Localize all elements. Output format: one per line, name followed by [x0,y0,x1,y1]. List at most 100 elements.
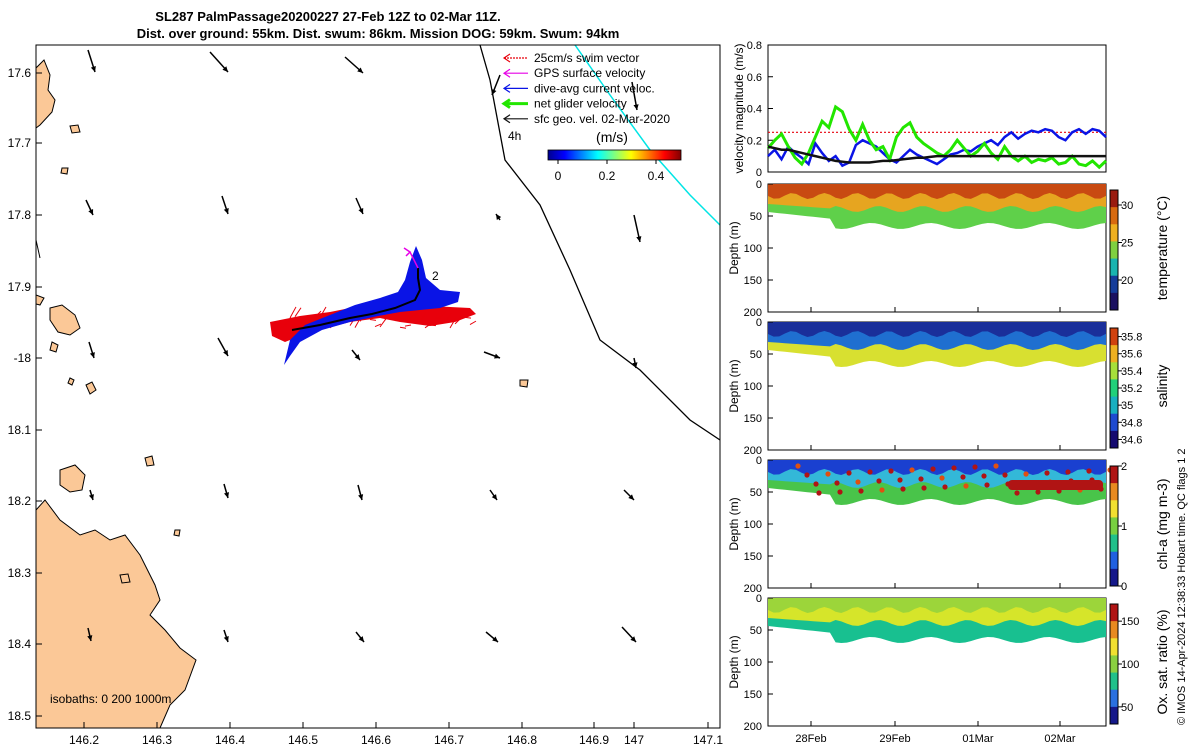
velocity-series-dive-avg [767,127,1107,168]
map-lat-tick-label: 17.7 [8,136,32,150]
section-ytick-label: 200 [744,445,762,457]
date-tick-label: 01Mar [962,733,994,745]
chl-spot [867,469,873,475]
swim-vector [279,325,287,329]
section-ylabel: Depth (m) [727,359,741,412]
section-ytick-label: 200 [744,307,762,319]
date-tick-label: 28Feb [795,733,826,745]
chl-spot [951,465,957,471]
map-lon-tick-label: 146.5 [288,733,318,747]
section-colorbar-segment [1110,655,1118,674]
chl-spot [837,489,843,495]
geo-arrow-head [494,353,500,359]
section-colorbar-segment [1110,551,1118,570]
section-colorbar-tick-label: 35.4 [1121,366,1142,378]
chl-spot [993,463,999,469]
geo-arrow-head [491,494,497,500]
section-ytick-label: 150 [744,689,762,701]
map-lon-tick-label: 146.6 [361,733,391,747]
geo-arrow-head [636,236,642,242]
chl-spot [1035,489,1041,495]
swim-vector [444,312,452,324]
swim-vector [439,311,447,318]
section-colorbar-segment [1110,466,1118,484]
section-colorbar-label: chl-a (mg m-3) [1154,478,1170,569]
section-colorbar: 20 25 30 [1109,189,1133,311]
section-colorbar-segment [1110,604,1118,622]
section-colorbar-segment [1110,534,1118,553]
vel-ytick-label: 0.8 [747,40,762,52]
colorbar-tick-label: 0.4 [648,169,665,183]
section-colorbar: 50 100 150 [1109,603,1139,725]
legend-label: net glider velocity [534,97,627,111]
section-colorbar: 0 1 2 [1109,461,1127,593]
chl-spot [939,475,945,481]
section-ytick-label: 200 [744,583,762,595]
chl-spot [1086,468,1092,474]
section-colorbar-frame [1109,189,1119,311]
geo-arrow-head [223,208,229,214]
geo-arrow-head [358,208,364,214]
section-colorbar-segment [1110,517,1118,536]
title-line-1: SL287 PalmPassage20200227 27-Feb 12Z to … [155,9,500,24]
chl-spot [930,466,936,472]
geo-arrow-head [90,66,96,72]
chl-spot [846,470,852,476]
island-shore-2 [144,455,155,467]
colorbar-tick-label: 0 [555,169,562,183]
section-colorbar-segment [1110,500,1118,518]
section-ytick-label: 50 [750,625,762,637]
section-colorbar-tick-label: 25 [1121,238,1133,250]
swim-vector [274,321,282,324]
section-surface-layer [768,598,1106,613]
chl-spot [858,488,864,494]
geo-arrow-head [492,636,498,642]
map-frame [35,44,721,729]
swim-vector [369,318,377,321]
section-colorbar-segment [1110,345,1118,363]
island-mid-1 [519,379,529,388]
map-lon-tick-label: 146.4 [215,733,245,747]
chl-spot [813,481,819,487]
section-colorbar-segment [1110,430,1118,449]
section-ytick-label: 100 [744,381,762,393]
chl-max-band [1008,480,1103,490]
section-ytick-label: 100 [744,657,762,669]
island-upper-2 [60,167,69,175]
geo-arrow-head [358,636,364,642]
section-colorbar-label: temperature (°C) [1154,196,1170,300]
chl-spot [1014,490,1020,496]
section-colorbar-segment [1110,207,1118,225]
island-shore-1 [59,464,86,493]
swim-vector [454,317,462,325]
map-marker-4h: 4h [508,129,521,143]
title-line-2: Dist. over ground: 55km. Dist. swum: 86k… [137,26,620,41]
island-left-2 [36,294,45,306]
section-colorbar-segment [1110,379,1118,398]
geo-arrow-head [223,636,229,642]
island-lower-1 [119,573,131,584]
swim-vector [294,307,302,317]
chl-spot [897,477,903,483]
section-colorbar-segment [1110,621,1118,639]
section-colorbar-tick-label: 2 [1121,461,1127,473]
swim-vector [394,317,402,322]
map-lon-tick-label: 146.3 [142,733,172,747]
chl-spot [825,471,831,477]
colorbar-gradient [547,149,682,161]
island-left-3 [49,341,59,353]
chl-spot [888,468,894,474]
geo-arrow-head [357,67,363,73]
section-colorbar-segment [1110,328,1118,346]
section-colorbar-tick-label: 35.6 [1121,349,1142,361]
geo-arrow-head [491,89,497,95]
swim-vector [424,323,432,329]
vel-ytick-label: 0.6 [747,72,762,84]
map-lat-tick-label: 18.1 [8,423,32,437]
swim-vector [409,311,417,320]
colorbar-tick-label: 0.2 [599,169,616,183]
section-ytick-label: 0 [756,179,762,191]
section-colorbar-tick-label: 100 [1121,659,1139,671]
